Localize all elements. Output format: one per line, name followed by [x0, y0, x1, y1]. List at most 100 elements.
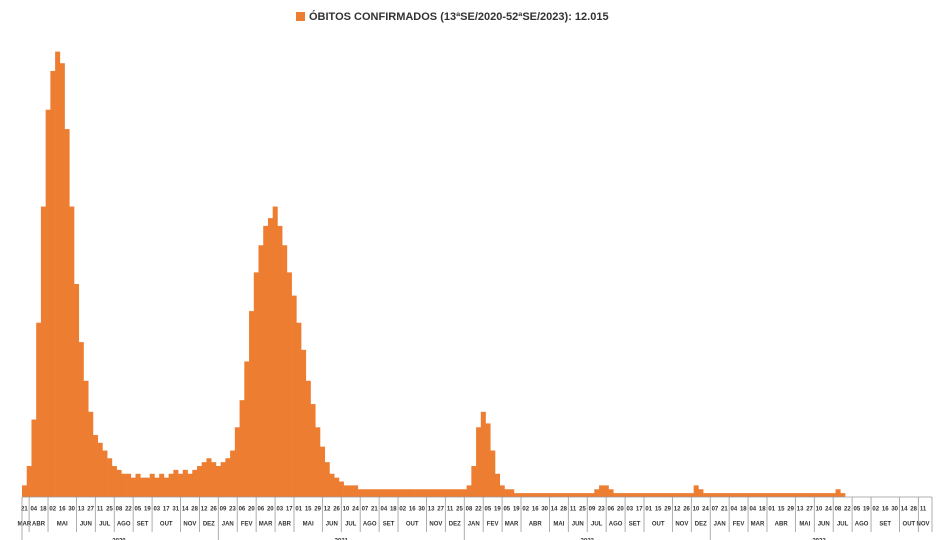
month-label: JAN	[714, 522, 726, 528]
month-label: SET	[137, 522, 149, 528]
bar	[461, 489, 467, 497]
bar	[372, 489, 378, 497]
x-tick-label: 21	[721, 507, 728, 513]
bar	[343, 485, 349, 497]
x-tick-label: 08	[466, 507, 473, 513]
bar	[296, 322, 302, 497]
x-tick-label: 20	[617, 507, 624, 513]
x-tick-label: 04	[731, 507, 738, 513]
x-tick-label: 18	[390, 507, 397, 513]
bar	[367, 489, 373, 497]
bar	[348, 485, 354, 497]
month-label: NOV	[183, 522, 196, 528]
bar	[698, 489, 704, 497]
x-tick-label: 30	[891, 507, 898, 513]
bar	[59, 63, 65, 497]
x-tick-label: 01	[295, 507, 302, 513]
bar	[835, 489, 841, 497]
bar	[646, 493, 652, 497]
bar	[334, 477, 340, 497]
x-tick-label: 18	[759, 507, 766, 513]
bar	[641, 493, 647, 497]
bar	[381, 489, 387, 497]
bar	[703, 493, 709, 497]
x-tick-label: 01	[645, 507, 652, 513]
x-tick-label: 14	[182, 507, 189, 513]
x-tick-label: 05	[503, 507, 510, 513]
x-tick-label: 24	[702, 507, 709, 513]
bar	[428, 489, 434, 497]
x-tick-label: 01	[768, 507, 775, 513]
month-label: SET	[629, 522, 641, 528]
bar	[55, 51, 61, 497]
bar	[589, 493, 595, 497]
bar	[424, 489, 430, 497]
x-tick-label: 07	[362, 507, 369, 513]
bar	[712, 493, 718, 497]
bar	[178, 473, 184, 497]
bar	[447, 489, 453, 497]
bar	[173, 469, 179, 497]
bar	[130, 477, 136, 497]
bar	[163, 477, 169, 497]
month-label: FEV	[487, 522, 499, 528]
x-tick-label: 04	[381, 507, 388, 513]
bar	[504, 489, 510, 497]
bar	[362, 489, 368, 497]
x-tick-label: 23	[598, 507, 605, 513]
bar	[783, 493, 789, 497]
bar	[547, 493, 553, 497]
bar	[192, 469, 198, 497]
bar	[419, 489, 425, 497]
month-label: NOV	[675, 522, 688, 528]
bar	[627, 493, 633, 497]
bar	[802, 493, 808, 497]
bar	[22, 485, 28, 497]
month-label: AGO	[855, 522, 869, 528]
bar	[830, 493, 836, 497]
x-tick-label: 17	[636, 507, 643, 513]
x-tick-label: 14	[901, 507, 908, 513]
month-label: MAI	[303, 522, 314, 528]
bar	[45, 109, 51, 498]
x-tick-label: 19	[144, 507, 151, 513]
x-tick-label: 18	[740, 507, 747, 513]
bar	[632, 493, 638, 497]
bar	[182, 469, 188, 497]
bar	[78, 342, 84, 497]
bar	[376, 489, 382, 497]
x-tick-label: 03	[153, 507, 160, 513]
x-tick-label: 08	[116, 507, 123, 513]
x-tick-label: 22	[475, 507, 482, 513]
bar	[310, 404, 316, 497]
bar	[390, 489, 396, 497]
x-tick-label: 17	[163, 507, 170, 513]
bar	[750, 493, 756, 497]
bar	[670, 493, 676, 497]
bar	[353, 485, 359, 497]
bar	[69, 206, 75, 497]
month-label: AGO	[363, 522, 377, 528]
bar	[239, 400, 245, 497]
x-tick-label: 19	[863, 507, 870, 513]
bar	[357, 489, 363, 497]
bar	[816, 493, 822, 497]
bar	[272, 206, 278, 497]
bar	[187, 473, 193, 497]
x-tick-label: 31	[172, 507, 179, 513]
bar	[31, 419, 37, 497]
bar	[64, 129, 70, 497]
bar	[144, 477, 151, 497]
bar	[551, 493, 557, 497]
x-tick-label: 03	[626, 507, 633, 513]
x-tick-label: 09	[220, 507, 227, 513]
month-label: JAN	[222, 522, 234, 528]
bar	[220, 462, 226, 497]
bar	[736, 493, 742, 497]
month-label: SET	[383, 522, 395, 528]
bar	[102, 450, 108, 497]
month-label: AGO	[117, 522, 131, 528]
x-tick-label: 10	[816, 507, 823, 513]
bar	[660, 493, 666, 497]
x-tick-label: 19	[494, 507, 501, 513]
